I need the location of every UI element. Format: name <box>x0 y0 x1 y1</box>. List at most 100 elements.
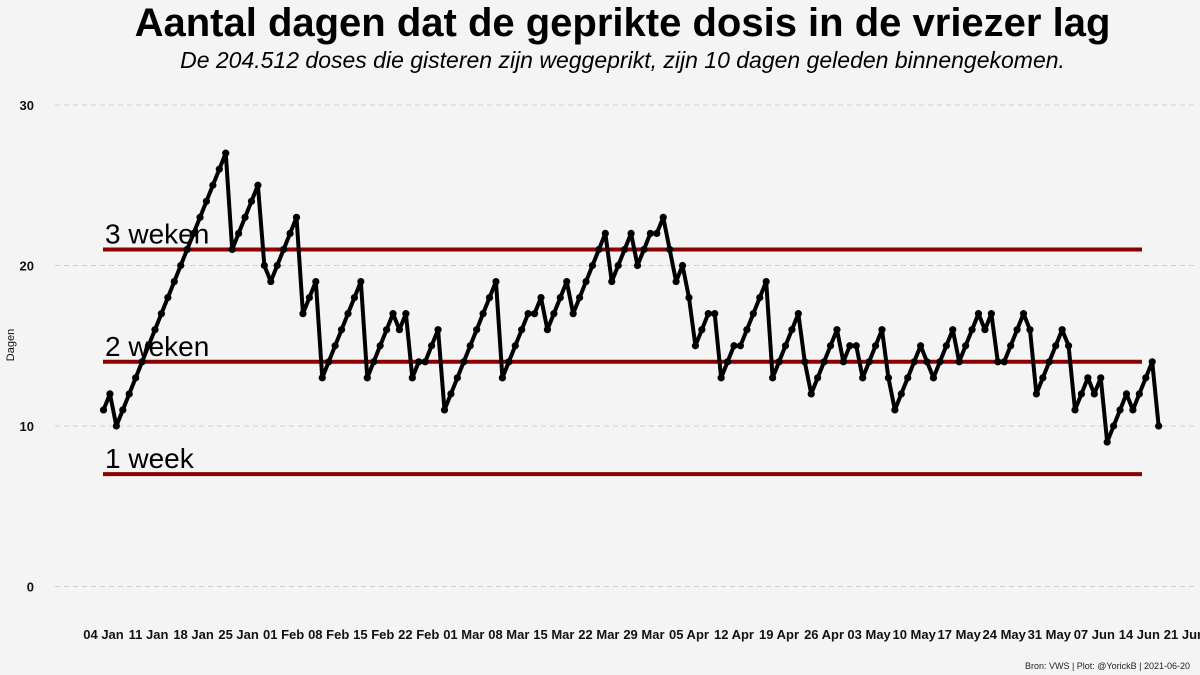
data-point <box>1032 390 1041 398</box>
data-point <box>1084 374 1092 382</box>
data-point <box>157 310 166 318</box>
data-point <box>1142 374 1150 382</box>
x-tick-label: 03 May <box>847 627 891 642</box>
data-point <box>434 326 442 334</box>
data-point <box>852 342 860 350</box>
y-axis-title: Dagen <box>5 329 17 361</box>
data-point <box>582 277 590 286</box>
data-point <box>1071 406 1079 414</box>
data-point <box>627 229 635 237</box>
x-tick-label: 10 May <box>892 627 936 642</box>
x-tick-label: 07 Jun <box>1074 627 1115 642</box>
data-point <box>608 277 616 286</box>
data-point <box>530 310 539 318</box>
data-point <box>1122 390 1131 398</box>
data-point <box>119 406 127 414</box>
data-point <box>839 358 847 366</box>
data-point <box>666 245 674 254</box>
data-point <box>241 213 249 221</box>
data-point <box>878 326 886 334</box>
data-point <box>344 310 352 318</box>
data-point <box>228 245 236 254</box>
data-point <box>505 358 513 366</box>
data-point <box>177 261 185 270</box>
x-tick-label: 18 Jan <box>173 627 214 642</box>
data-point <box>563 277 571 286</box>
data-point <box>222 149 230 157</box>
data-point <box>871 342 880 350</box>
data-point <box>357 277 365 286</box>
data-point <box>801 358 809 366</box>
data-point <box>138 358 146 366</box>
source-caption: Bron: VWS | Plot: @YorickB | 2021-06-20 <box>1024 661 1190 671</box>
data-point <box>106 390 114 398</box>
data-point <box>164 294 172 302</box>
data-point <box>132 374 140 382</box>
data-point <box>1039 374 1047 382</box>
data-point <box>1097 374 1105 382</box>
data-point <box>537 294 545 302</box>
x-tick-label: 22 Feb <box>398 627 439 642</box>
x-tick-label: 11 Jan <box>129 627 169 642</box>
data-point <box>183 245 191 254</box>
data-point <box>698 326 706 334</box>
data-point <box>196 213 204 221</box>
data-point <box>215 165 223 173</box>
data-point <box>576 294 584 302</box>
data-point <box>955 358 963 366</box>
data-point <box>202 197 211 205</box>
x-tick-label: 17 May <box>938 627 982 642</box>
data-point <box>376 342 384 350</box>
data-point <box>936 358 944 366</box>
data-point <box>1019 310 1028 318</box>
series-line <box>101 151 1161 445</box>
data-point <box>492 277 500 286</box>
data-point <box>382 326 391 334</box>
data-point <box>672 277 680 286</box>
x-tick-label: 29 Mar <box>623 627 664 642</box>
data-point <box>794 310 802 318</box>
data-point <box>112 422 120 430</box>
data-point <box>389 310 397 318</box>
data-point <box>678 261 687 270</box>
data-point <box>929 374 938 382</box>
data-point <box>447 390 455 398</box>
data-point <box>923 358 931 366</box>
data-point <box>987 310 995 318</box>
data-point <box>144 342 153 350</box>
data-point <box>485 294 494 302</box>
data-point <box>267 277 275 286</box>
data-series <box>99 149 1163 446</box>
y-tick-label: 0 <box>27 580 34 595</box>
data-point <box>209 181 217 189</box>
data-point <box>99 406 108 414</box>
data-point <box>1129 406 1137 414</box>
data-point <box>1090 390 1098 398</box>
data-point <box>814 374 822 382</box>
x-tick-label: 04 Jan <box>83 627 124 642</box>
x-axis-tick-labels: 04 Jan 11 Jan 18 Jan 25 Jan 01 Feb 08 Feb 15 F… <box>83 627 1200 642</box>
data-point <box>125 390 133 398</box>
data-point <box>833 326 841 334</box>
data-point <box>350 294 359 302</box>
data-point <box>1103 438 1111 446</box>
data-point <box>428 342 436 350</box>
x-tick-label: 14 Jun <box>1119 627 1160 642</box>
data-point <box>1007 342 1015 350</box>
data-point <box>550 310 558 318</box>
data-point <box>1045 358 1053 366</box>
x-tick-label: 05 Apr <box>669 627 709 642</box>
data-point <box>711 310 719 318</box>
data-point <box>769 374 777 382</box>
data-point <box>337 326 346 334</box>
data-point <box>556 294 564 302</box>
x-tick-label: 12 Apr <box>714 627 754 642</box>
data-point <box>273 261 281 270</box>
x-tick-label: 22 Mar <box>578 627 619 642</box>
data-point <box>743 326 751 334</box>
data-point <box>717 374 725 382</box>
data-point <box>1058 326 1066 334</box>
data-point <box>524 310 532 318</box>
data-point <box>1116 406 1124 414</box>
x-tick-label: 31 May <box>1028 627 1072 642</box>
